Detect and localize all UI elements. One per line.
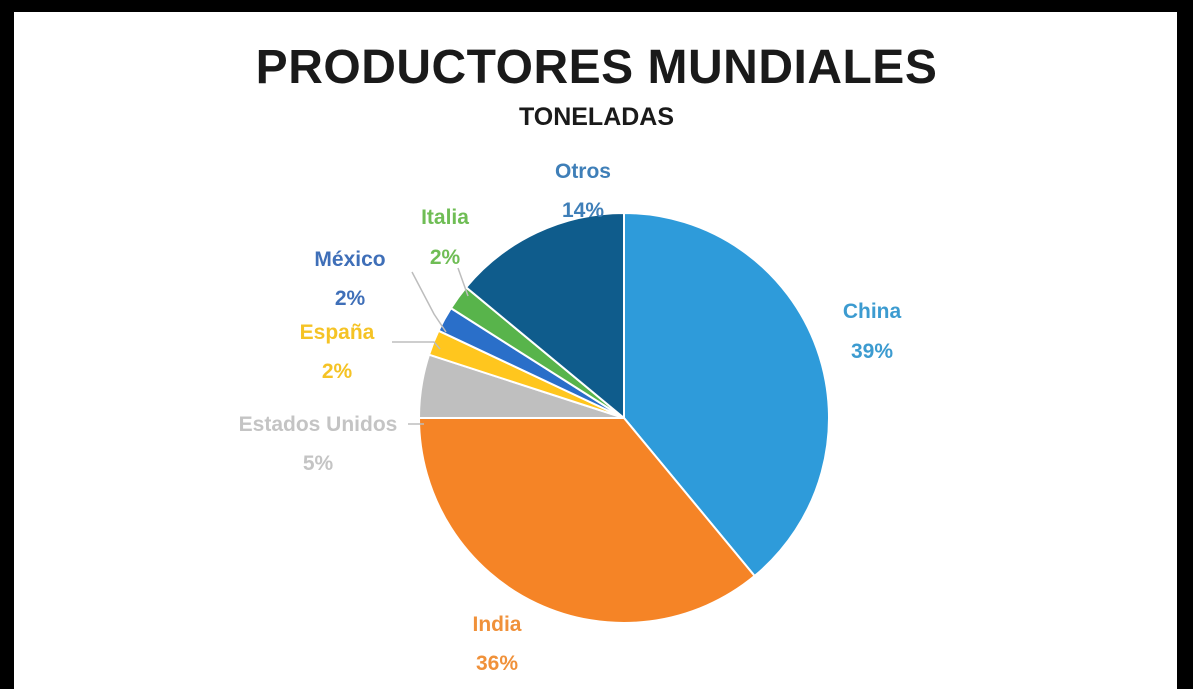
slice-label-china: China bbox=[843, 300, 902, 323]
slice-label-italia: Italia bbox=[421, 206, 469, 229]
slice-value-otros: 14% bbox=[562, 199, 604, 222]
chart-subtitle: TONELADAS bbox=[518, 103, 675, 131]
slice-label-otros: Otros bbox=[555, 160, 611, 183]
slice-value-méxico: 2% bbox=[335, 287, 366, 310]
slice-value-estados-unidos: 5% bbox=[303, 452, 334, 475]
chart-title: PRODUCTORES MUNDIALES bbox=[255, 41, 938, 94]
slice-label-india: India bbox=[472, 613, 521, 636]
slice-value-china: 39% bbox=[851, 340, 893, 363]
leader-line-italia bbox=[457, 267, 469, 297]
pie-slice-otros bbox=[464, 211, 625, 421]
slice-value-italia: 2% bbox=[430, 246, 461, 269]
leader-line-méxico bbox=[411, 271, 447, 333]
slice-value-españa: 2% bbox=[322, 360, 353, 383]
pie-slice-india bbox=[417, 417, 757, 624]
pie-slice-china bbox=[623, 211, 830, 578]
slice-label-estados-unidos: Estados Unidos bbox=[239, 413, 398, 436]
leader-line-españa bbox=[392, 341, 441, 350]
slice-value-india: 36% bbox=[476, 652, 518, 675]
slice-label-méxico: México bbox=[314, 248, 385, 271]
slice-label-españa: España bbox=[300, 321, 375, 344]
